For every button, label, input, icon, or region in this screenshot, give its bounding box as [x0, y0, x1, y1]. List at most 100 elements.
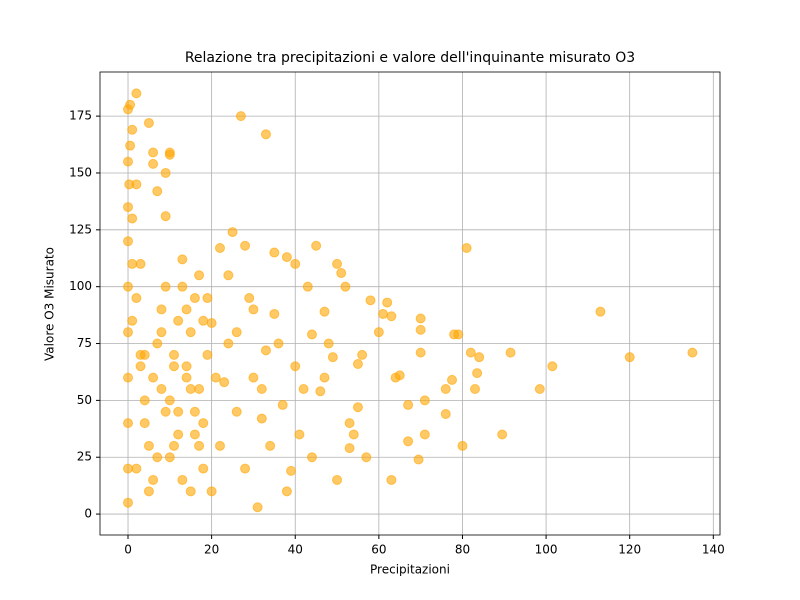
- point: [123, 281, 134, 292]
- point: [152, 186, 163, 197]
- point: [185, 327, 196, 338]
- point: [148, 158, 159, 169]
- point: [131, 88, 142, 99]
- point: [189, 429, 200, 440]
- point: [219, 377, 230, 388]
- point: [223, 338, 234, 349]
- point: [332, 258, 343, 269]
- point: [240, 463, 251, 474]
- point: [214, 440, 225, 451]
- point: [223, 270, 234, 281]
- point: [198, 418, 209, 429]
- point: [534, 384, 545, 395]
- point: [273, 338, 284, 349]
- point: [327, 352, 338, 363]
- point: [290, 258, 301, 269]
- point: [315, 386, 326, 397]
- point: [148, 147, 159, 158]
- point: [214, 243, 225, 254]
- point: [344, 443, 355, 454]
- point: [311, 240, 322, 251]
- point: [269, 308, 280, 319]
- point: [173, 429, 184, 440]
- point: [206, 486, 217, 497]
- point: [260, 129, 271, 140]
- point: [124, 179, 135, 190]
- point: [474, 352, 485, 363]
- point: [185, 384, 196, 395]
- x-tick-label: 60: [371, 543, 386, 557]
- point: [152, 338, 163, 349]
- point: [472, 368, 483, 379]
- point: [440, 409, 451, 420]
- point: [231, 406, 242, 417]
- point: [352, 358, 363, 369]
- point: [457, 440, 468, 451]
- point: [231, 327, 242, 338]
- point: [415, 313, 426, 324]
- point: [235, 111, 246, 122]
- point: [413, 454, 424, 465]
- point: [131, 463, 142, 474]
- point: [248, 304, 259, 315]
- point: [156, 327, 167, 338]
- point: [240, 240, 251, 251]
- point: [286, 465, 297, 476]
- point: [160, 211, 171, 222]
- point: [123, 156, 134, 167]
- x-axis-label: Precipitazioni: [370, 563, 450, 577]
- point: [143, 117, 154, 128]
- point: [135, 361, 146, 372]
- point: [269, 247, 280, 258]
- y-tick-label: 125: [69, 222, 92, 236]
- point: [373, 327, 384, 338]
- point: [123, 418, 134, 429]
- y-tick-label: 50: [77, 393, 92, 407]
- point: [365, 295, 376, 306]
- point: [125, 140, 136, 151]
- point: [202, 293, 213, 304]
- point: [386, 474, 397, 485]
- point: [470, 384, 481, 395]
- point: [265, 440, 276, 451]
- chart-title: Relazione tra precipitazioni e valore de…: [185, 50, 635, 66]
- point: [277, 399, 288, 410]
- point: [505, 347, 516, 358]
- point: [127, 315, 138, 326]
- point: [173, 315, 184, 326]
- x-tick-label: 20: [204, 543, 219, 557]
- point: [194, 440, 205, 451]
- point: [497, 429, 508, 440]
- point: [348, 429, 359, 440]
- point: [306, 329, 317, 340]
- x-tick-label: 40: [288, 543, 303, 557]
- point: [177, 474, 188, 485]
- x-tick-label: 0: [124, 543, 132, 557]
- point: [194, 270, 205, 281]
- point: [168, 440, 179, 451]
- point: [336, 268, 347, 279]
- point: [687, 347, 698, 358]
- point: [319, 306, 330, 317]
- point: [281, 486, 292, 497]
- y-tick-label: 25: [77, 450, 92, 464]
- point: [294, 429, 305, 440]
- point: [352, 402, 363, 413]
- point: [127, 258, 138, 269]
- point: [123, 104, 134, 115]
- point: [260, 345, 271, 356]
- point: [206, 318, 217, 329]
- point: [624, 352, 635, 363]
- point: [148, 474, 159, 485]
- point: [390, 372, 401, 383]
- point: [160, 281, 171, 292]
- point: [256, 384, 267, 395]
- point: [181, 361, 192, 372]
- point: [306, 452, 317, 463]
- point: [419, 395, 430, 406]
- point: [168, 349, 179, 360]
- point: [340, 281, 351, 292]
- point: [123, 236, 134, 247]
- point: [123, 372, 134, 383]
